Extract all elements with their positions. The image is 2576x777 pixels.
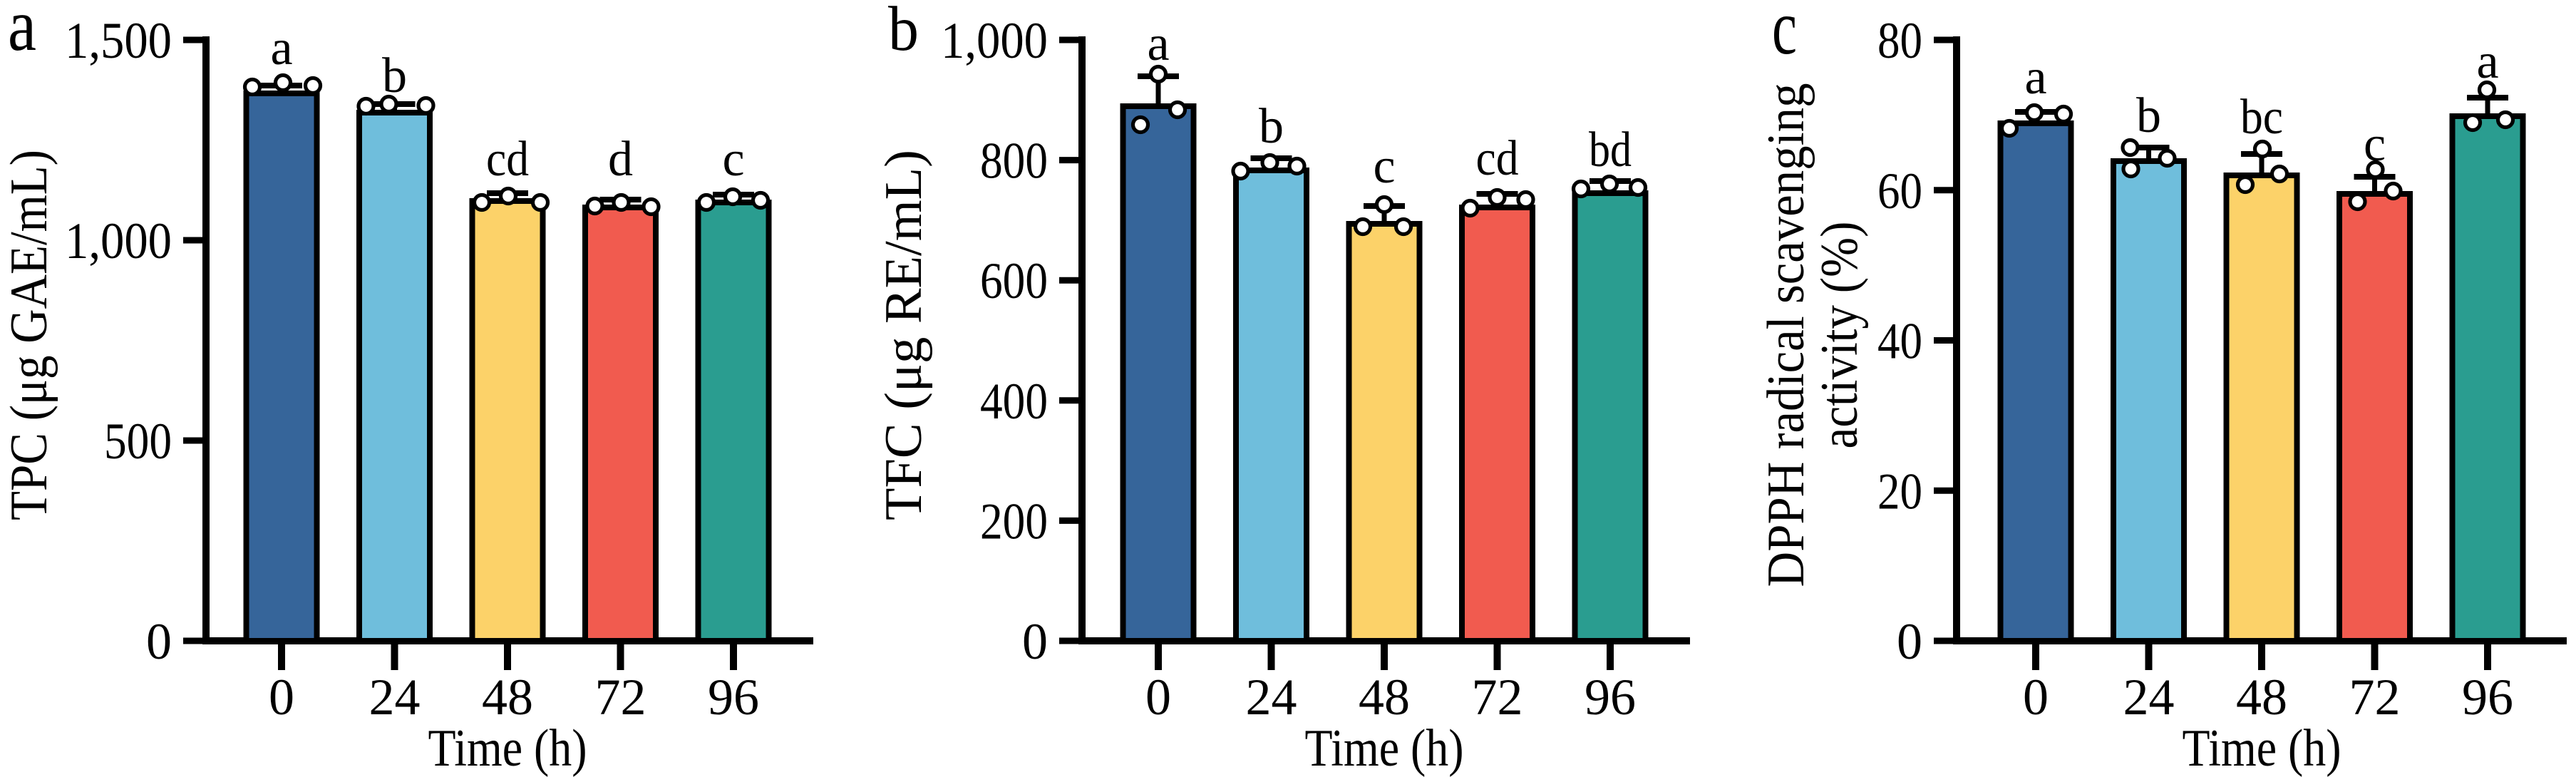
svg-text:Time (h): Time (h) — [1305, 719, 1464, 777]
svg-text:60: 60 — [1877, 163, 1922, 220]
svg-text:96: 96 — [708, 669, 759, 726]
svg-text:b: b — [382, 48, 407, 103]
svg-text:80: 80 — [1877, 12, 1922, 69]
svg-text:1,500: 1,500 — [65, 12, 172, 69]
svg-text:bc: bc — [2240, 90, 2283, 145]
svg-text:20: 20 — [1877, 463, 1922, 520]
svg-text:48: 48 — [2236, 669, 2287, 726]
svg-text:24: 24 — [2123, 669, 2175, 726]
svg-text:72: 72 — [1472, 669, 1523, 726]
svg-text:c: c — [1373, 139, 1395, 194]
svg-text:a: a — [270, 21, 292, 76]
svg-text:40: 40 — [1877, 313, 1922, 370]
svg-text:c: c — [1772, 0, 1797, 71]
svg-text:a: a — [1147, 16, 1169, 71]
svg-text:400: 400 — [980, 373, 1048, 430]
svg-text:cd: cd — [1476, 131, 1519, 186]
svg-text:24: 24 — [369, 669, 421, 726]
svg-text:1,000: 1,000 — [941, 12, 1048, 69]
svg-text:TPC (μg GAE/mL): TPC (μg GAE/mL) — [0, 150, 58, 520]
svg-text:0: 0 — [2023, 669, 2049, 726]
svg-text:0: 0 — [146, 613, 172, 670]
svg-text:a: a — [2024, 50, 2046, 105]
svg-text:48: 48 — [1359, 669, 1410, 726]
svg-text:96: 96 — [1585, 669, 1636, 726]
svg-text:0: 0 — [1022, 613, 1048, 670]
svg-text:d: d — [608, 132, 633, 187]
svg-text:b: b — [888, 0, 919, 64]
svg-text:72: 72 — [595, 669, 646, 726]
svg-text:cd: cd — [486, 132, 529, 187]
svg-text:0: 0 — [1145, 669, 1171, 726]
svg-text:24: 24 — [1246, 669, 1297, 726]
svg-text:a: a — [2476, 34, 2498, 89]
svg-text:c: c — [2364, 117, 2386, 172]
svg-text:72: 72 — [2349, 669, 2401, 726]
svg-text:Time (h): Time (h) — [2183, 719, 2341, 777]
svg-text:1,000: 1,000 — [65, 212, 172, 269]
svg-text:96: 96 — [2462, 669, 2513, 726]
svg-text:b: b — [2136, 88, 2161, 143]
svg-text:TFC (μg RE/mL): TFC (μg RE/mL) — [875, 150, 933, 520]
svg-text:48: 48 — [482, 669, 533, 726]
svg-text:DPPH radical scavenging: DPPH radical scavenging — [1757, 83, 1815, 587]
svg-text:0: 0 — [1897, 613, 1922, 670]
svg-text:200: 200 — [980, 493, 1048, 550]
svg-text:800: 800 — [980, 133, 1048, 190]
svg-text:activity (%): activity (%) — [1810, 222, 1869, 449]
svg-text:Time (h): Time (h) — [428, 719, 587, 777]
svg-text:c: c — [722, 132, 744, 187]
svg-text:0: 0 — [269, 669, 294, 726]
svg-text:500: 500 — [104, 413, 172, 470]
svg-text:a: a — [8, 0, 36, 66]
svg-text:b: b — [1259, 99, 1284, 154]
svg-text:bd: bd — [1589, 123, 1632, 177]
svg-text:600: 600 — [980, 252, 1048, 309]
